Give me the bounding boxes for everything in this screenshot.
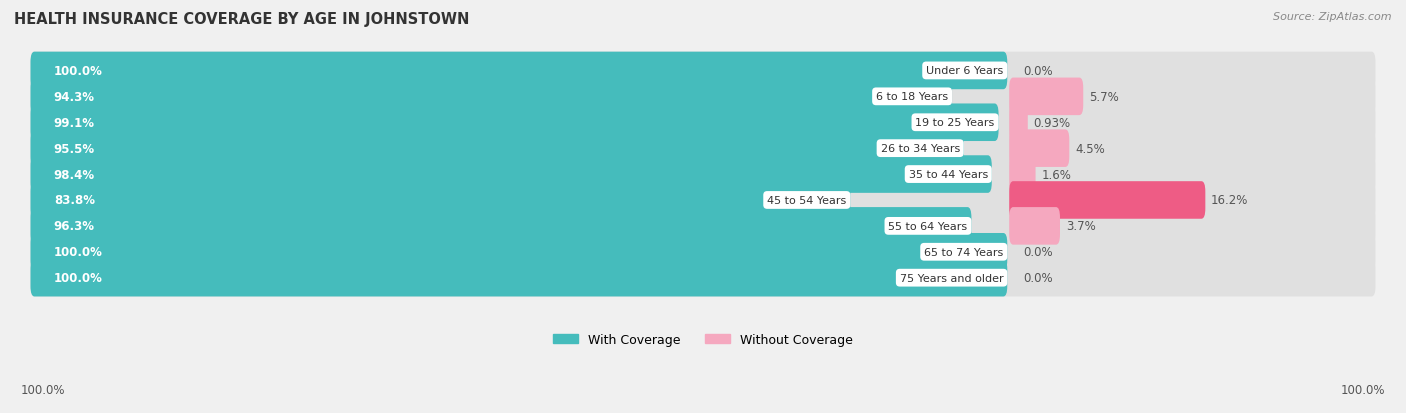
Text: 99.1%: 99.1%	[53, 116, 94, 129]
Text: 5.7%: 5.7%	[1090, 90, 1119, 104]
Text: 100.0%: 100.0%	[53, 271, 103, 285]
Text: 19 to 25 Years: 19 to 25 Years	[915, 118, 994, 128]
Text: 96.3%: 96.3%	[53, 220, 94, 233]
Text: 100.0%: 100.0%	[1340, 384, 1385, 396]
FancyBboxPatch shape	[31, 233, 1375, 271]
Text: 4.5%: 4.5%	[1076, 142, 1105, 155]
FancyBboxPatch shape	[31, 208, 1375, 245]
Text: HEALTH INSURANCE COVERAGE BY AGE IN JOHNSTOWN: HEALTH INSURANCE COVERAGE BY AGE IN JOHN…	[14, 12, 470, 27]
FancyBboxPatch shape	[31, 233, 1007, 271]
FancyBboxPatch shape	[31, 78, 1375, 116]
FancyBboxPatch shape	[31, 182, 851, 219]
FancyBboxPatch shape	[1010, 156, 1036, 193]
Text: 1.6%: 1.6%	[1042, 168, 1071, 181]
FancyBboxPatch shape	[31, 156, 991, 193]
Text: 16.2%: 16.2%	[1211, 194, 1249, 207]
Text: 94.3%: 94.3%	[53, 90, 94, 104]
FancyBboxPatch shape	[1010, 182, 1205, 219]
Text: 35 to 44 Years: 35 to 44 Years	[908, 170, 988, 180]
FancyBboxPatch shape	[31, 130, 1375, 168]
FancyBboxPatch shape	[1010, 130, 1070, 168]
Text: 0.0%: 0.0%	[1022, 271, 1053, 285]
FancyBboxPatch shape	[31, 208, 972, 245]
Text: 100.0%: 100.0%	[53, 65, 103, 78]
FancyBboxPatch shape	[31, 78, 952, 116]
Text: 0.93%: 0.93%	[1033, 116, 1071, 129]
Text: 95.5%: 95.5%	[53, 142, 94, 155]
Legend: With Coverage, Without Coverage: With Coverage, Without Coverage	[548, 328, 858, 351]
FancyBboxPatch shape	[31, 104, 998, 142]
Text: 75 Years and older: 75 Years and older	[900, 273, 1004, 283]
FancyBboxPatch shape	[31, 52, 1007, 90]
FancyBboxPatch shape	[31, 182, 1375, 219]
Text: 98.4%: 98.4%	[53, 168, 94, 181]
Text: 55 to 64 Years: 55 to 64 Years	[889, 221, 967, 231]
Text: Under 6 Years: Under 6 Years	[927, 66, 1004, 76]
Text: 83.8%: 83.8%	[53, 194, 94, 207]
FancyBboxPatch shape	[31, 259, 1007, 297]
FancyBboxPatch shape	[31, 104, 1375, 142]
FancyBboxPatch shape	[31, 130, 963, 168]
FancyBboxPatch shape	[31, 259, 1375, 297]
Text: 100.0%: 100.0%	[21, 384, 66, 396]
Text: 100.0%: 100.0%	[53, 246, 103, 259]
FancyBboxPatch shape	[1010, 104, 1028, 142]
FancyBboxPatch shape	[31, 52, 1375, 90]
Text: 3.7%: 3.7%	[1066, 220, 1095, 233]
Text: 26 to 34 Years: 26 to 34 Years	[880, 144, 960, 154]
Text: 0.0%: 0.0%	[1022, 246, 1053, 259]
FancyBboxPatch shape	[1010, 78, 1083, 116]
Text: Source: ZipAtlas.com: Source: ZipAtlas.com	[1274, 12, 1392, 22]
Text: 45 to 54 Years: 45 to 54 Years	[768, 195, 846, 206]
Text: 6 to 18 Years: 6 to 18 Years	[876, 92, 948, 102]
FancyBboxPatch shape	[1010, 208, 1060, 245]
Text: 65 to 74 Years: 65 to 74 Years	[924, 247, 1004, 257]
FancyBboxPatch shape	[31, 156, 1375, 193]
Text: 0.0%: 0.0%	[1022, 65, 1053, 78]
